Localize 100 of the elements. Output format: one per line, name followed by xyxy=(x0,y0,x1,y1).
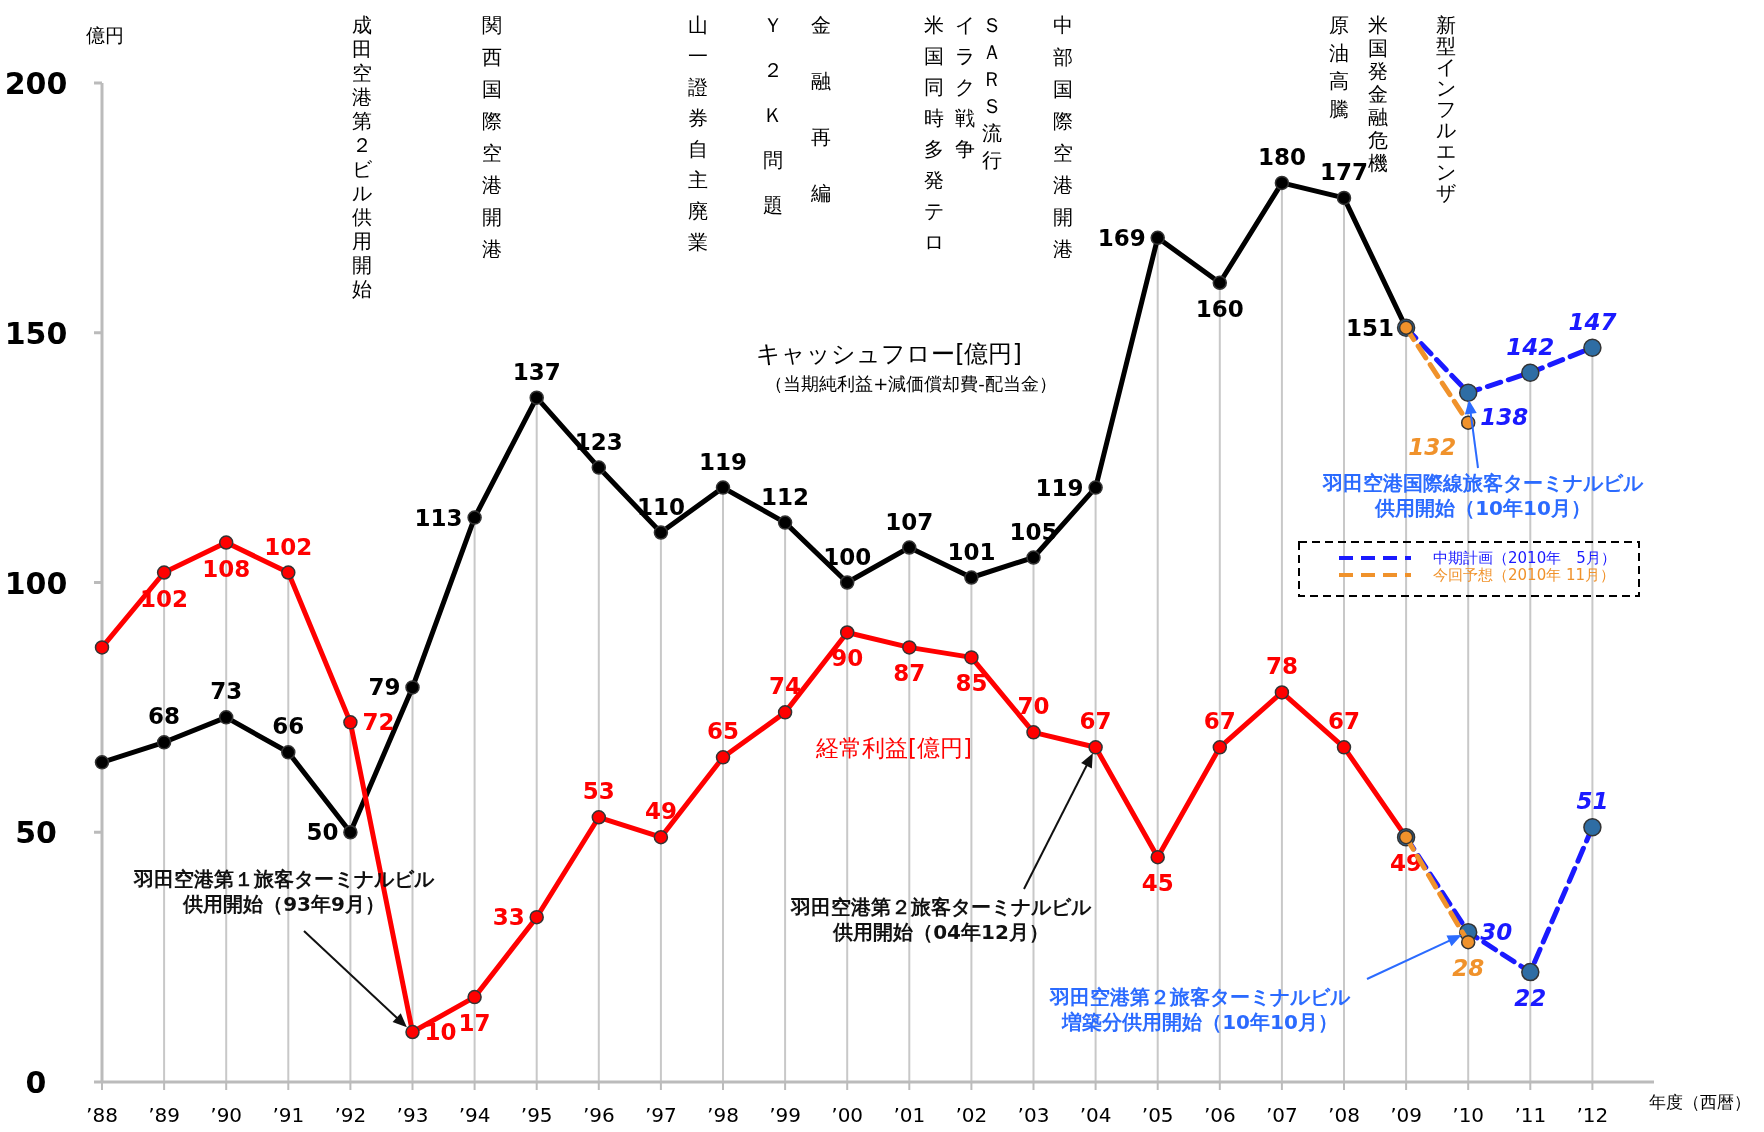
data-label: 177 xyxy=(1319,158,1369,185)
point xyxy=(281,565,296,580)
annotation: 羽田空港第２旅客ターミナルビル増築分供用開始（10年10月） xyxy=(1049,985,1351,1034)
annotation: イラク戦争 xyxy=(955,13,975,161)
data-label: 160 xyxy=(1195,295,1244,322)
x-tick-label: ’97 xyxy=(644,1103,677,1127)
annotation: 関西国際空港開港 xyxy=(482,13,502,261)
x-tick-label: ’12 xyxy=(1576,1103,1609,1127)
data-label: 108 xyxy=(202,555,251,582)
x-tick-label: ’06 xyxy=(1203,1103,1236,1127)
data-label: 102 xyxy=(264,533,313,560)
x-tick-label: ’88 xyxy=(86,1103,118,1127)
data-label: 113 xyxy=(414,504,463,531)
legend-label: 今回予想（2010年 11月） xyxy=(1433,566,1616,584)
annotation: 米国発金融危機 xyxy=(1368,13,1388,175)
point xyxy=(94,755,110,770)
point xyxy=(902,540,917,555)
data-label: 17 xyxy=(458,1010,491,1037)
data-label: 67 xyxy=(1079,708,1112,735)
y-tick-label: 0 xyxy=(25,1065,47,1100)
point xyxy=(1212,275,1228,291)
y-axis-title: 億円 xyxy=(86,24,124,46)
x-tick-label: ’93 xyxy=(396,1103,429,1127)
x-tick-label: ’03 xyxy=(1017,1103,1050,1127)
text: 金融再編 xyxy=(811,13,831,205)
point xyxy=(777,515,793,530)
x-tick-label: ’07 xyxy=(1265,1103,1298,1127)
point xyxy=(653,830,669,845)
point xyxy=(1088,740,1103,755)
annotation: Ｙ２Ｋ問題 xyxy=(763,13,783,217)
point xyxy=(156,735,172,750)
point xyxy=(343,715,358,730)
point xyxy=(1274,175,1290,191)
point xyxy=(777,705,793,720)
x-tick-label: ’05 xyxy=(1141,1103,1174,1127)
data-label: 85 xyxy=(955,670,988,697)
data-label: 67 xyxy=(1327,708,1361,735)
point xyxy=(1212,740,1228,755)
x-tick-label: ’08 xyxy=(1328,1103,1360,1127)
data-label: 68 xyxy=(148,703,181,730)
data-label: 73 xyxy=(210,678,243,705)
data-label: 169 xyxy=(1097,224,1146,251)
data-label: 119 xyxy=(1035,474,1084,501)
point xyxy=(529,390,544,405)
point xyxy=(94,640,110,655)
x-tick-label: ’04 xyxy=(1079,1103,1112,1127)
point xyxy=(591,810,607,825)
x-tick-label: ’96 xyxy=(582,1103,615,1127)
data-label: 53 xyxy=(582,778,615,805)
x-tick-label: ’95 xyxy=(520,1103,553,1127)
data-label: 33 xyxy=(492,904,525,931)
text: 成田空港第２ビル供用開始 xyxy=(352,13,372,301)
x-tick-label: ’10 xyxy=(1452,1103,1485,1127)
annotation: 羽田空港第２旅客ターミナルビル供用開始（04年12月） xyxy=(790,895,1092,944)
point xyxy=(405,680,420,695)
point xyxy=(1150,849,1165,865)
y-tick-label: 50 xyxy=(15,815,57,851)
point xyxy=(591,460,607,475)
point xyxy=(218,535,234,550)
point xyxy=(715,480,731,495)
x-tick-label: ’09 xyxy=(1390,1103,1423,1127)
data-label: 147 xyxy=(1568,308,1617,335)
data-label: 66 xyxy=(272,713,305,740)
point xyxy=(653,525,669,540)
data-label: 22 xyxy=(1514,985,1547,1012)
x-tick-label: ’02 xyxy=(955,1103,988,1127)
data-label: 119 xyxy=(698,448,748,475)
data-label: 28 xyxy=(1452,955,1485,982)
point xyxy=(964,570,979,585)
data-label: 72 xyxy=(362,709,395,736)
data-label: 78 xyxy=(1265,653,1298,680)
data-label: 142 xyxy=(1506,333,1555,360)
point xyxy=(1336,190,1352,206)
point xyxy=(964,650,979,665)
point xyxy=(281,745,296,760)
data-label: 50 xyxy=(306,819,339,846)
x-axis-title: 年度（西暦） xyxy=(1649,1092,1751,1112)
point xyxy=(715,750,731,765)
data-label: 100 xyxy=(823,543,872,570)
annotation: ＳＡＲＳ流行 xyxy=(982,13,1002,172)
x-tick-label: ’92 xyxy=(334,1103,367,1127)
data-label: 87 xyxy=(893,660,926,687)
point xyxy=(218,710,234,725)
point xyxy=(1274,685,1290,700)
x-tick-label: ’94 xyxy=(458,1103,491,1127)
x-tick-label: ’99 xyxy=(769,1103,802,1127)
point xyxy=(1336,740,1352,755)
point xyxy=(1088,480,1103,495)
point xyxy=(1460,934,1476,950)
legend-label: 中期計画（2010年 5月） xyxy=(1433,549,1616,567)
data-label: 101 xyxy=(947,538,996,565)
data-label: 137 xyxy=(512,358,561,385)
annotation: 山一證券自主廃業 xyxy=(688,13,708,254)
point xyxy=(529,909,544,925)
point xyxy=(343,825,358,840)
data-label: 70 xyxy=(1017,693,1050,720)
data-label: 180 xyxy=(1257,143,1306,170)
y-tick-label: 150 xyxy=(4,315,68,351)
x-tick-label: ’00 xyxy=(831,1103,864,1127)
y-tick-label: 100 xyxy=(4,565,68,601)
